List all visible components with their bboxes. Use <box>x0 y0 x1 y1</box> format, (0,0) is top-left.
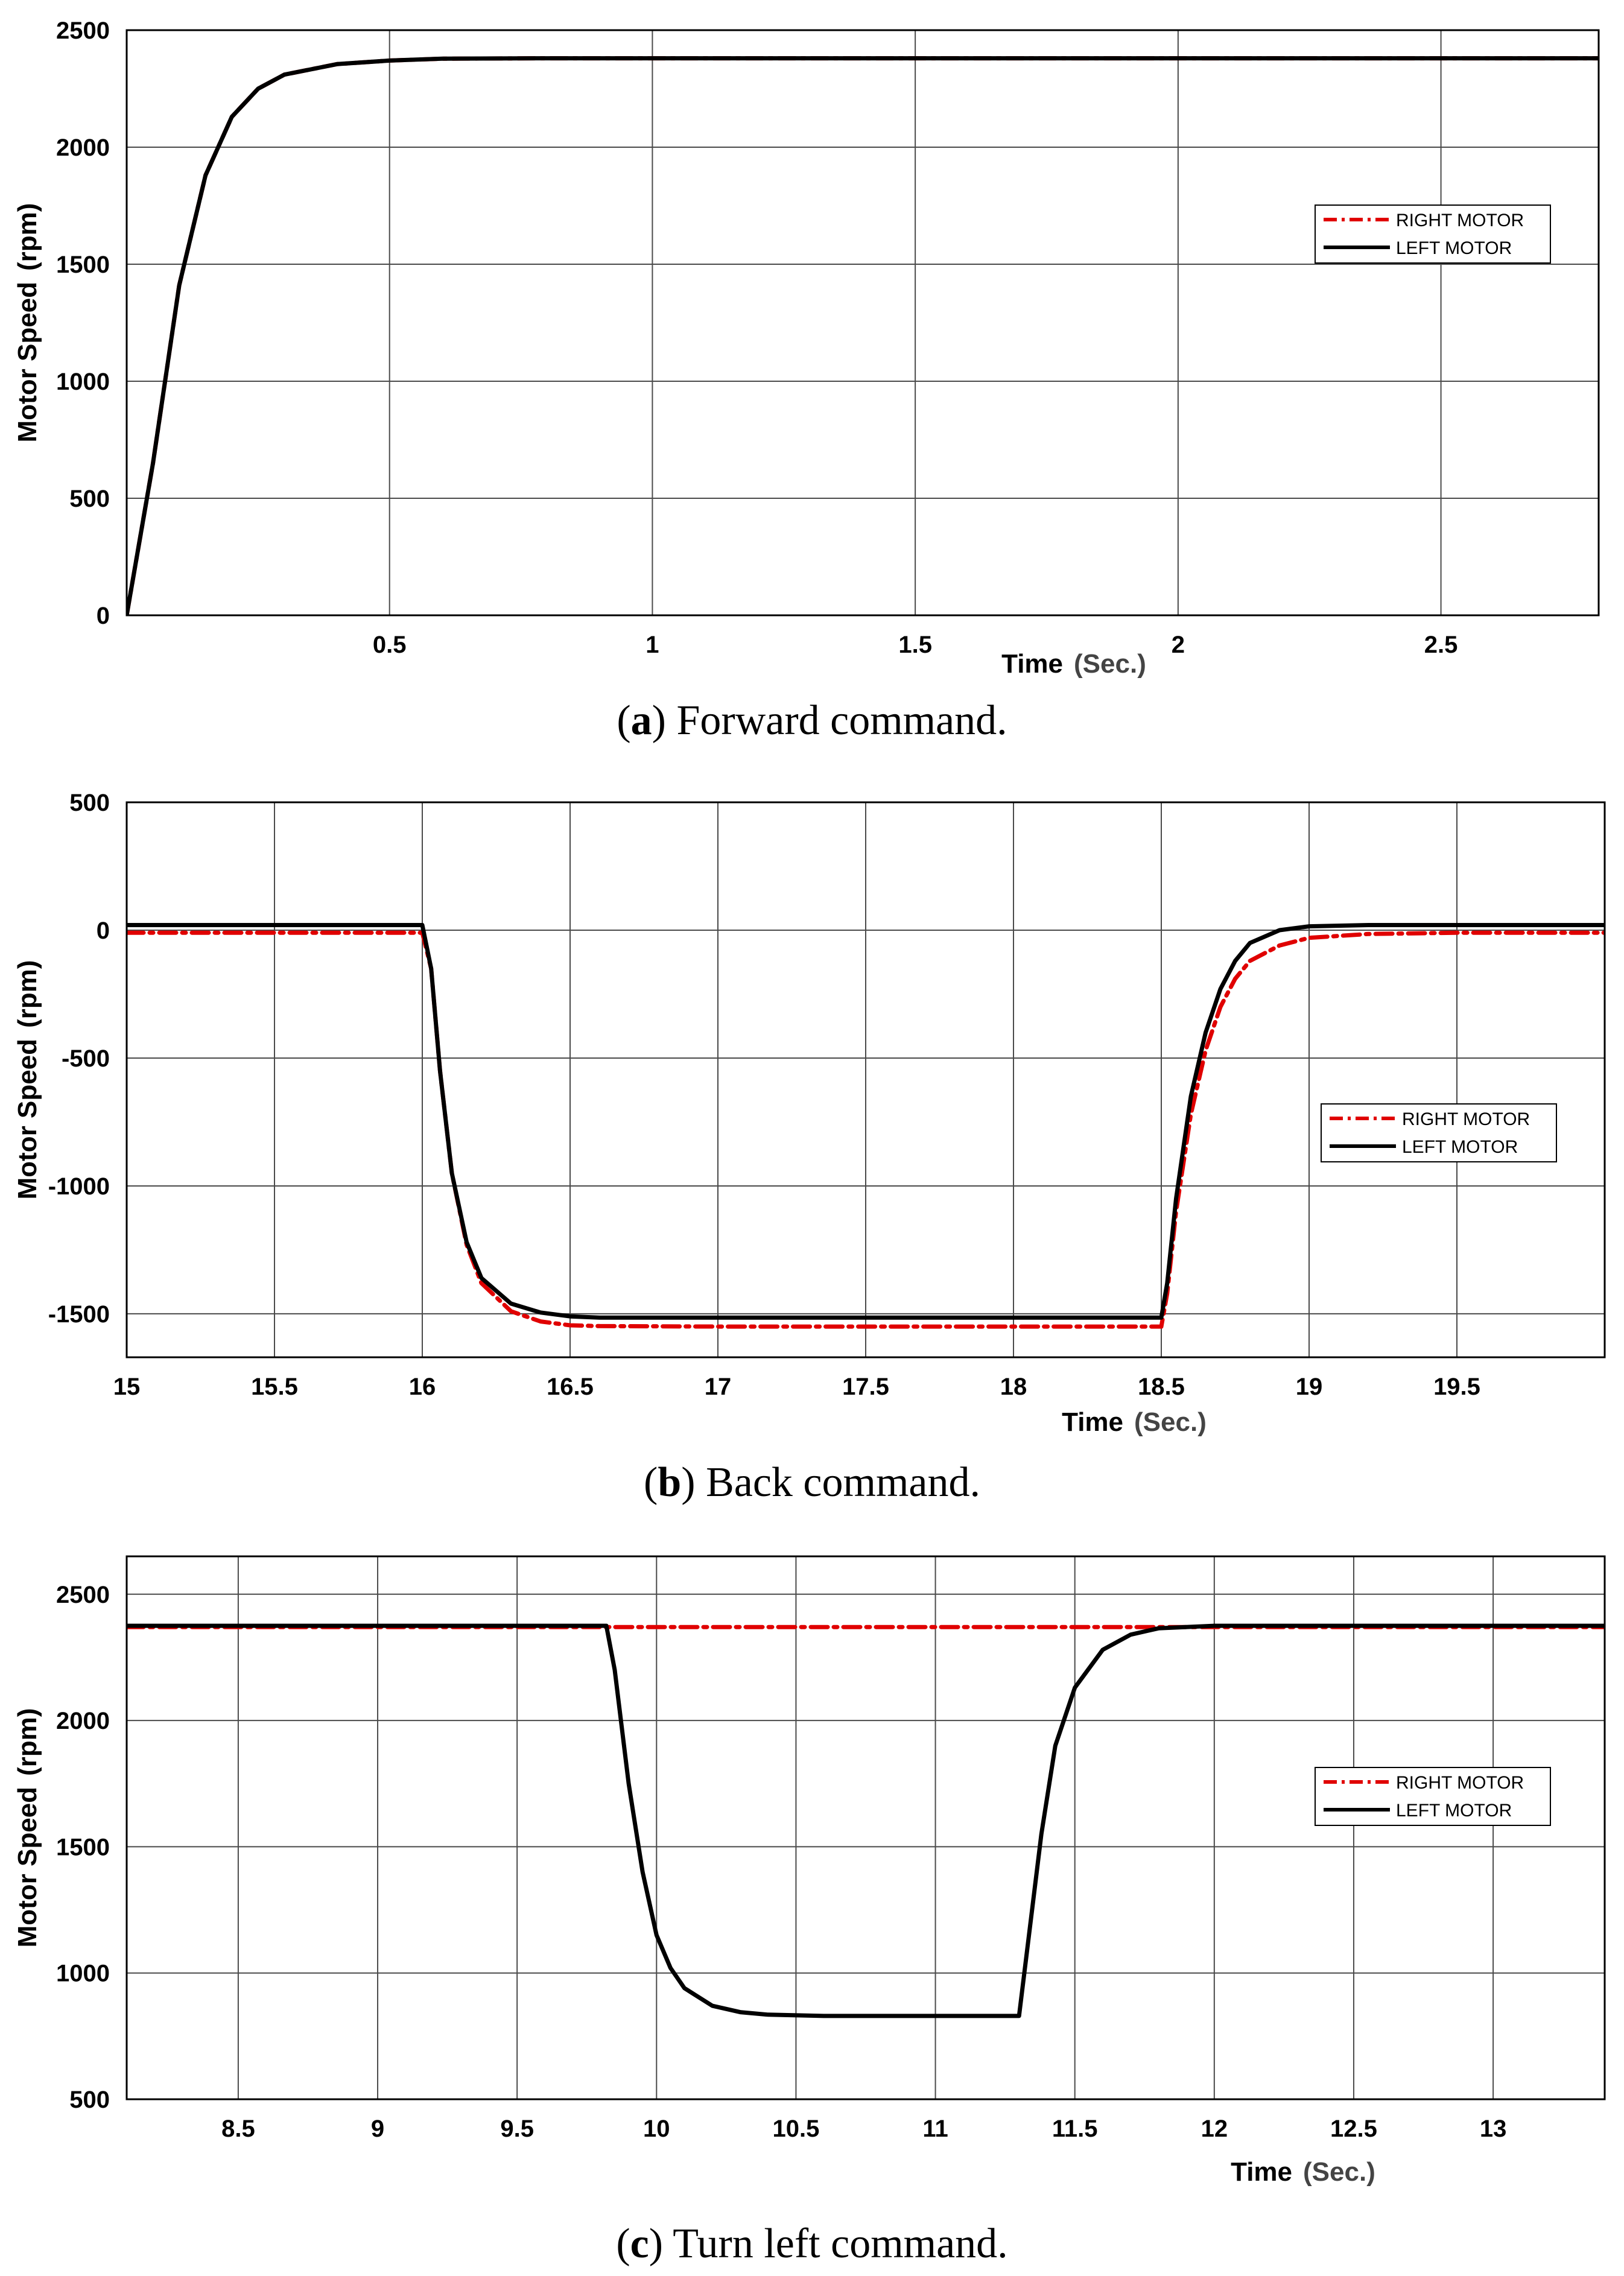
x-tick-label: 16.5 <box>547 1374 594 1400</box>
legend-box <box>1315 204 1551 264</box>
y-tick-label: 1500 <box>56 1834 110 1860</box>
y-tick-label: 500 <box>69 486 110 512</box>
x-tick-label: 2.5 <box>1424 632 1458 658</box>
grid <box>127 1556 1605 2099</box>
legend-right-motor-label: RIGHT MOTOR <box>1396 211 1524 230</box>
x-tick-label: 17 <box>705 1374 732 1400</box>
y-tick-label: 500 <box>69 790 110 816</box>
legend-box <box>1321 1103 1557 1162</box>
x-tick-label: 19 <box>1296 1374 1323 1400</box>
chart-a: 0.5 1 1.5 2 2.5 0 500 1000 1500 2000 2500 Time (Sec.… <box>13 17 1600 679</box>
x-tick-label: 8.5 <box>221 2116 255 2142</box>
caption-a: (a) Forward command. <box>617 697 1007 744</box>
y-tick-label: 1500 <box>56 252 110 278</box>
x-tick-label: 18.5 <box>1138 1374 1185 1400</box>
x-tick-label: 1 <box>645 632 659 658</box>
y-tick-label: -1500 <box>48 1301 110 1328</box>
series-group <box>127 923 1605 1329</box>
y-tick-label: 2000 <box>56 1708 110 1734</box>
legend: RIGHT MOTOR LEFT MOTOR <box>1321 1103 1557 1162</box>
axes-frame <box>125 29 1600 617</box>
x-tick-label: 11.5 <box>1052 2116 1098 2142</box>
chart-c: 8.5 9 9.5 10 10.5 11 11.5 12 12.5 13 500 1000 1500 20… <box>13 1555 1606 2187</box>
x-tick-label: 0.5 <box>373 632 407 658</box>
caption-c: (c) Turn left command. <box>616 2221 1008 2267</box>
x-tick-label: 18 <box>1000 1374 1027 1400</box>
series-group <box>127 1623 1605 2018</box>
grid <box>127 30 1599 615</box>
legend-left-motor-label: LEFT MOTOR <box>1396 238 1512 258</box>
y-tick-label: 0 <box>97 603 110 629</box>
x-tick-label: 19.5 <box>1433 1374 1480 1400</box>
x-tick-label: 10.5 <box>773 2116 820 2142</box>
x-tick-label: 17.5 <box>842 1374 889 1400</box>
caption-b: (b) Back command. <box>644 1459 980 1506</box>
right-motor-line <box>127 930 1605 1329</box>
x-tick-label: 1.5 <box>898 632 932 658</box>
legend-box <box>1315 1767 1551 1826</box>
legend: RIGHT MOTOR LEFT MOTOR <box>1315 204 1551 264</box>
x-tick-label: 2 <box>1172 632 1185 658</box>
x-tick-label: 15.5 <box>251 1374 298 1400</box>
x-tick-label: 9 <box>371 2116 384 2142</box>
y-axis-label: Motor Speed(rpm) <box>13 203 42 443</box>
y-tick-label: 2500 <box>56 17 110 44</box>
x-tick-label: 9.5 <box>500 2116 534 2142</box>
y-tick-label: 1000 <box>56 369 110 395</box>
series-group <box>127 56 1599 615</box>
y-axis-label: Motor Speed(rpm) <box>13 1708 42 1948</box>
y-tick-label: 1000 <box>56 1961 110 1987</box>
x-axis-label: Time (Sec.) <box>1062 1407 1207 1437</box>
x-tick-label: 15 <box>113 1374 141 1400</box>
axes-frame <box>125 1555 1606 2100</box>
legend-left-motor-label: LEFT MOTOR <box>1396 1801 1512 1821</box>
left-motor-line <box>127 56 1599 615</box>
x-tick-label: 10 <box>643 2116 670 2142</box>
x-tick-label: 12 <box>1201 2116 1228 2142</box>
x-axis-label: Time (Sec.) <box>1001 649 1146 679</box>
left-motor-line <box>127 1623 1605 2018</box>
chart-b: 15 15.5 16 16.5 17 17.5 18 18.5 19 19.5 -1500 -1000… <box>13 790 1606 1437</box>
x-tick-label: 12.5 <box>1330 2116 1377 2142</box>
axes-frame <box>125 801 1606 1358</box>
y-tick-label: 0 <box>97 918 110 944</box>
y-tick-label: -500 <box>62 1045 110 1072</box>
x-tick-label: 16 <box>409 1374 436 1400</box>
legend-right-motor-label: RIGHT MOTOR <box>1396 1773 1524 1793</box>
y-tick-label: 2500 <box>56 1582 110 1608</box>
legend: RIGHT MOTOR LEFT MOTOR <box>1315 1767 1551 1826</box>
x-tick-label: 11 <box>922 2116 948 2142</box>
plot-area <box>127 1556 1605 2099</box>
legend-right-motor-label: RIGHT MOTOR <box>1402 1109 1530 1129</box>
x-tick-label: 13 <box>1480 2116 1507 2142</box>
y-axis-label: Motor Speed(rpm) <box>13 960 42 1200</box>
y-tick-label: 500 <box>69 2087 110 2113</box>
left-motor-line <box>127 923 1605 1320</box>
x-axis-label: Time (Sec.) <box>1231 2157 1375 2187</box>
y-tick-label: -1000 <box>48 1173 110 1200</box>
plot-area <box>127 30 1599 615</box>
legend-left-motor-label: LEFT MOTOR <box>1402 1137 1518 1157</box>
y-tick-label: 2000 <box>56 135 110 161</box>
